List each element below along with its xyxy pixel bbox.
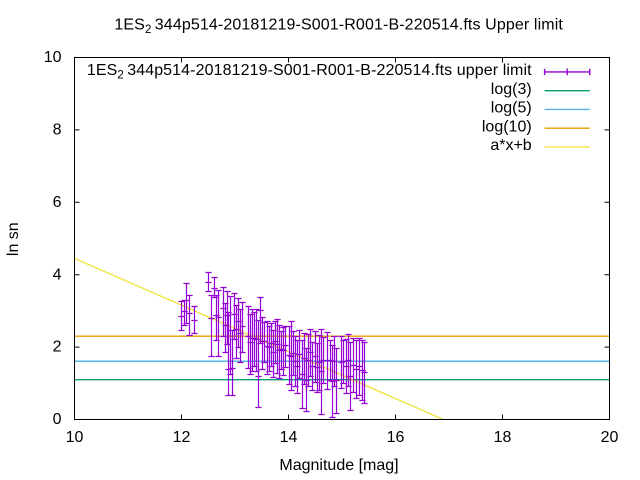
svg-text:6: 6 [53, 194, 62, 211]
svg-text:Magnitude [mag]: Magnitude [mag] [279, 457, 398, 474]
svg-text:log(3): log(3) [491, 81, 532, 98]
svg-text:10: 10 [44, 49, 62, 66]
svg-text:12: 12 [173, 429, 191, 446]
svg-text:20: 20 [601, 429, 619, 446]
svg-text:a*x+b: a*x+b [490, 137, 531, 154]
svg-text:8: 8 [53, 122, 62, 139]
svg-text:10: 10 [66, 429, 84, 446]
svg-text:14: 14 [280, 429, 298, 446]
svg-text:18: 18 [494, 429, 512, 446]
svg-text:1ES2 344p514-20181219-S001-R00: 1ES2 344p514-20181219-S001-R001-B-220514… [87, 62, 532, 82]
svg-text:0: 0 [53, 411, 62, 428]
svg-text:log(10): log(10) [482, 119, 532, 136]
svg-text:16: 16 [387, 429, 405, 446]
svg-text:log(5): log(5) [491, 100, 532, 117]
svg-text:ln sn: ln sn [5, 222, 22, 256]
svg-text:1ES2 344p514-20181219-S001-R00: 1ES2 344p514-20181219-S001-R001-B-220514… [114, 17, 563, 36]
svg-text:4: 4 [53, 266, 62, 283]
svg-text:2: 2 [53, 339, 62, 356]
